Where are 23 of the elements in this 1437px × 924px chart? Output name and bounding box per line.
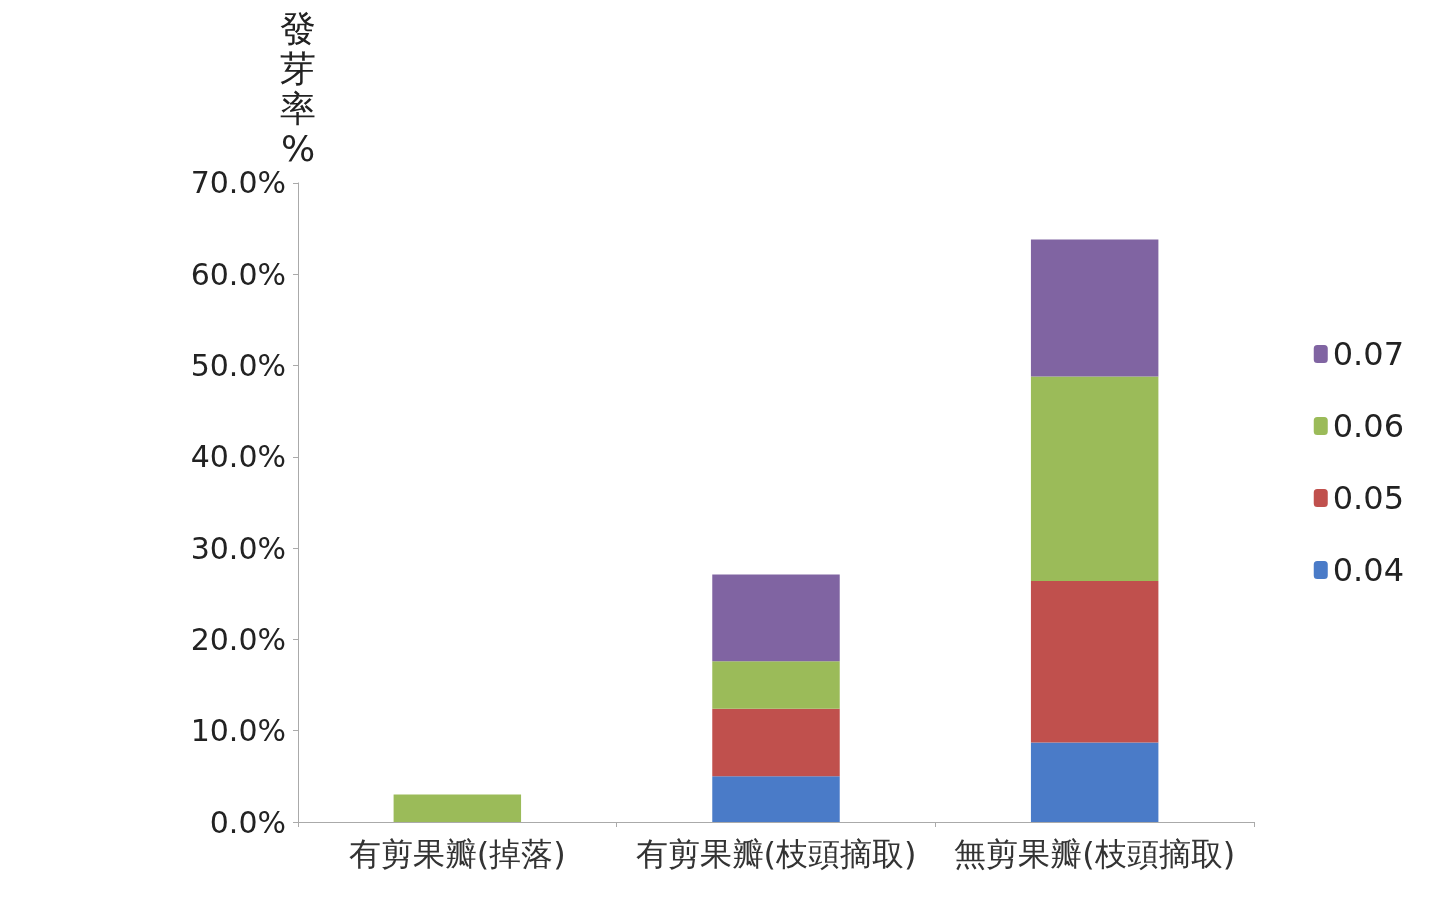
legend-label: 0.04 xyxy=(1332,551,1404,589)
legend-label: 0.05 xyxy=(1332,479,1404,517)
y-tick-label: 50.0% xyxy=(190,348,286,383)
bar xyxy=(1030,580,1159,743)
y-tick-label: 10.0% xyxy=(190,713,286,749)
bar xyxy=(1030,742,1159,822)
legend-label: 0.06 xyxy=(1332,407,1404,445)
bar xyxy=(1030,376,1159,581)
y-tick-label: 20.0% xyxy=(190,621,286,657)
legend-label: 0.07 xyxy=(1332,335,1404,373)
y-tick-label: 30.0% xyxy=(190,530,286,566)
x-tick-label: 無剪果瓣(枝頭摘取) xyxy=(954,835,1236,873)
y-tick-label: 40.0% xyxy=(190,439,286,475)
y-tick-label: 0.0% xyxy=(209,804,286,840)
bar xyxy=(712,776,840,822)
bar xyxy=(393,794,522,822)
bar xyxy=(1030,239,1159,377)
x-tick-label: 有剪果瓣(枝頭摘取) xyxy=(635,835,917,873)
bar xyxy=(712,708,840,777)
bar xyxy=(712,661,840,709)
bar xyxy=(712,574,840,662)
x-tick-label: 有剪果瓣(掉落) xyxy=(348,835,566,873)
y-tick-label: 60.0% xyxy=(190,256,286,292)
